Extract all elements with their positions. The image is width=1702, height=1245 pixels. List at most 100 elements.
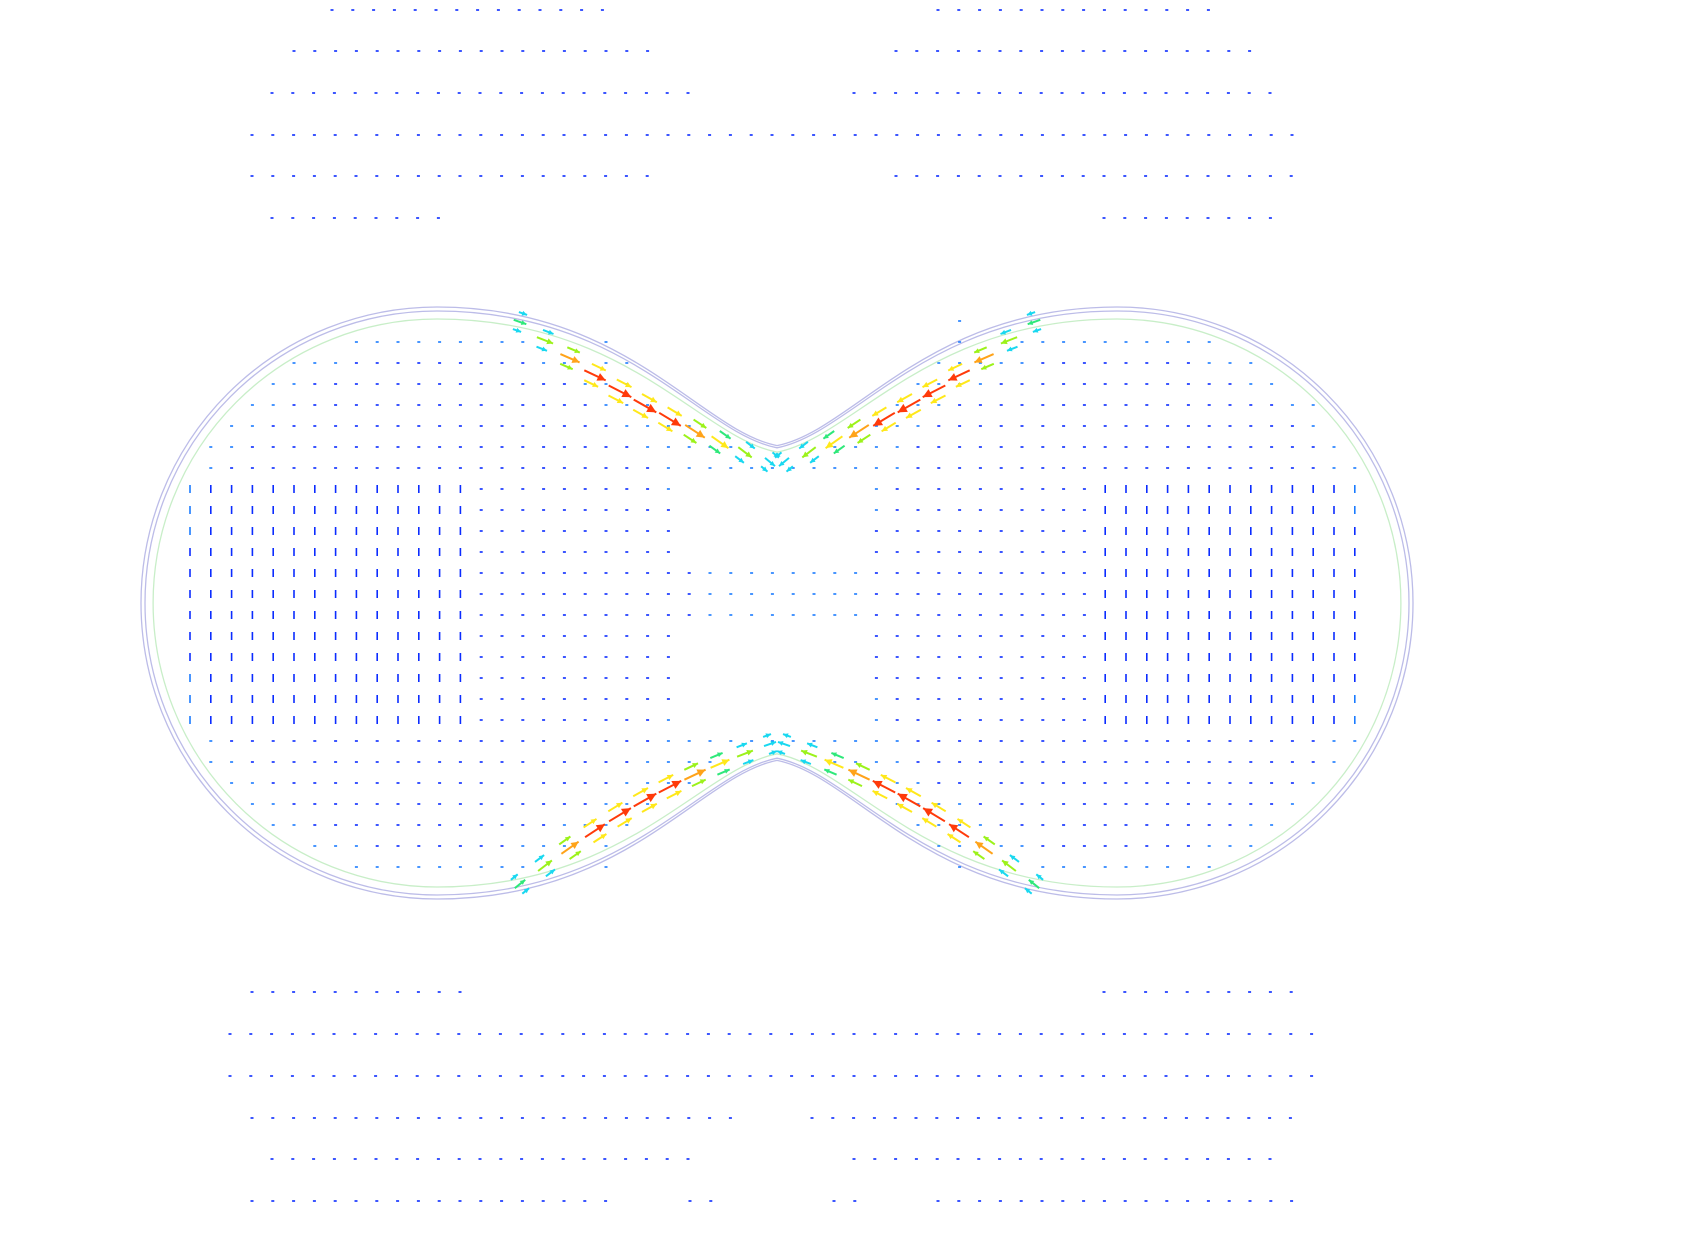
flow-arrow-head xyxy=(1000,329,1007,335)
boundary-line-2 xyxy=(152,318,1402,888)
flow-arrow-head xyxy=(546,338,554,345)
flow-arrow-head xyxy=(549,869,555,875)
flow-arrow-head xyxy=(831,752,838,758)
boundary-line-1 xyxy=(144,310,1410,896)
flow-arrow-head xyxy=(872,780,883,789)
flow-arrow-head xyxy=(1032,327,1039,333)
flow-arrow-head xyxy=(955,382,962,387)
flow-arrow-head xyxy=(897,396,904,403)
flow-arrow-head xyxy=(833,448,840,454)
flow-arrow-head xyxy=(930,397,938,404)
flow-arrow-head xyxy=(881,425,889,432)
flow-arrow-head xyxy=(538,855,545,861)
flow-arrow-head xyxy=(541,346,548,352)
flow-arrow-head xyxy=(724,769,730,774)
flow-arrow-head xyxy=(699,779,706,785)
flow-arrow-head xyxy=(571,356,580,363)
flow-arrow-head xyxy=(771,750,777,756)
flow-arrow-head xyxy=(948,373,958,381)
flow-arrow-head xyxy=(974,348,980,353)
flow-arrow-head xyxy=(824,759,833,766)
flow-arrow-head xyxy=(906,788,913,794)
flow-arrow-head xyxy=(897,803,904,810)
flow-arrow-head xyxy=(848,769,858,777)
flow-arrow-head xyxy=(786,466,792,472)
flow-arrow-head xyxy=(615,802,623,809)
flow-arrow-head xyxy=(749,443,755,449)
flow-arrow-head xyxy=(564,836,571,842)
flow-arrow-head xyxy=(616,397,624,404)
flow-arrow-head xyxy=(600,833,607,840)
flow-arrow-head xyxy=(973,851,979,857)
flow-arrow-head xyxy=(746,750,753,756)
flow-arrow-head xyxy=(646,793,657,803)
flow-arrow-head xyxy=(948,365,955,371)
flow-arrow-head xyxy=(897,403,908,413)
flow-arrow-head xyxy=(947,833,954,840)
flow-arrow-head xyxy=(520,320,527,325)
flow-arrow-head xyxy=(801,750,808,756)
boundary-line-0 xyxy=(140,306,1414,900)
flow-arrow-head xyxy=(981,364,987,370)
flow-arrow-head xyxy=(855,763,862,768)
flow-arrow-head xyxy=(931,802,939,809)
flow-arrow-head xyxy=(922,381,929,388)
flow-arrow-head xyxy=(567,364,573,370)
flow-arrow-head xyxy=(974,356,983,363)
flow-arrow-head xyxy=(1024,888,1031,894)
flow-arrow-head xyxy=(747,759,754,765)
flow-arrow-head xyxy=(765,733,771,739)
flow-arrow-head xyxy=(741,742,747,748)
flow-arrow-head xyxy=(1028,879,1035,885)
flow-arrow-head xyxy=(592,382,599,387)
flow-arrow-head xyxy=(848,779,855,785)
flow-arrow-head xyxy=(769,460,775,467)
flow-arrow-head xyxy=(777,750,783,756)
flow-arrow-head xyxy=(857,437,864,444)
flow-arrow-head xyxy=(1002,860,1009,867)
flow-arrow-head xyxy=(714,448,721,454)
flow-arrow-head xyxy=(674,790,682,797)
flow-arrow-head xyxy=(762,466,768,472)
flow-arrow-head xyxy=(521,310,528,316)
flow-arrow-head xyxy=(641,788,648,794)
flow-arrow-head xyxy=(847,422,854,428)
flow-arrow-head xyxy=(671,780,682,789)
flow-arrow-head xyxy=(696,769,706,777)
flow-arrow-head xyxy=(512,874,518,880)
flow-arrow-head xyxy=(1026,310,1033,316)
flow-arrow-head xyxy=(999,869,1005,875)
flow-arrow-head xyxy=(799,443,805,449)
flow-arrow-head xyxy=(650,803,657,810)
flow-arrow-head xyxy=(949,824,959,833)
flow-arrow-head xyxy=(692,763,699,768)
flow-arrow-head xyxy=(720,441,729,449)
flow-arrow-head xyxy=(810,457,816,463)
flow-arrow-head xyxy=(595,824,605,833)
flow-arrow-head xyxy=(775,452,781,458)
flow-arrow-head xyxy=(695,429,705,438)
vector-field-grid xyxy=(189,9,1357,1202)
flow-arrow-head xyxy=(666,774,674,781)
flow-arrow-head xyxy=(1036,874,1042,880)
flow-arrow-head xyxy=(575,851,581,857)
flow-arrow-head xyxy=(1027,320,1034,325)
flow-arrow-head xyxy=(590,818,597,825)
flow-arrow-head xyxy=(621,389,632,398)
flow-arrow-head xyxy=(570,841,579,849)
flow-arrow-head xyxy=(745,451,752,458)
flow-arrow-head xyxy=(1006,346,1013,352)
flow-arrow-head xyxy=(625,381,632,388)
flow-arrow-head xyxy=(880,774,888,781)
flow-arrow-head xyxy=(975,841,984,849)
flow-arrow-head xyxy=(873,417,884,426)
flow-arrow-head xyxy=(515,327,522,333)
flow-arrow-head xyxy=(872,410,879,416)
peanut-boundary xyxy=(140,306,1414,900)
flow-arrow-head xyxy=(1009,855,1016,861)
flow-arrow-head xyxy=(665,425,673,432)
flow-arrow-head xyxy=(620,808,631,817)
flow-arrow-head xyxy=(1000,338,1008,345)
flow-arrow-head xyxy=(725,433,731,439)
flow-arrow-head xyxy=(721,759,730,766)
